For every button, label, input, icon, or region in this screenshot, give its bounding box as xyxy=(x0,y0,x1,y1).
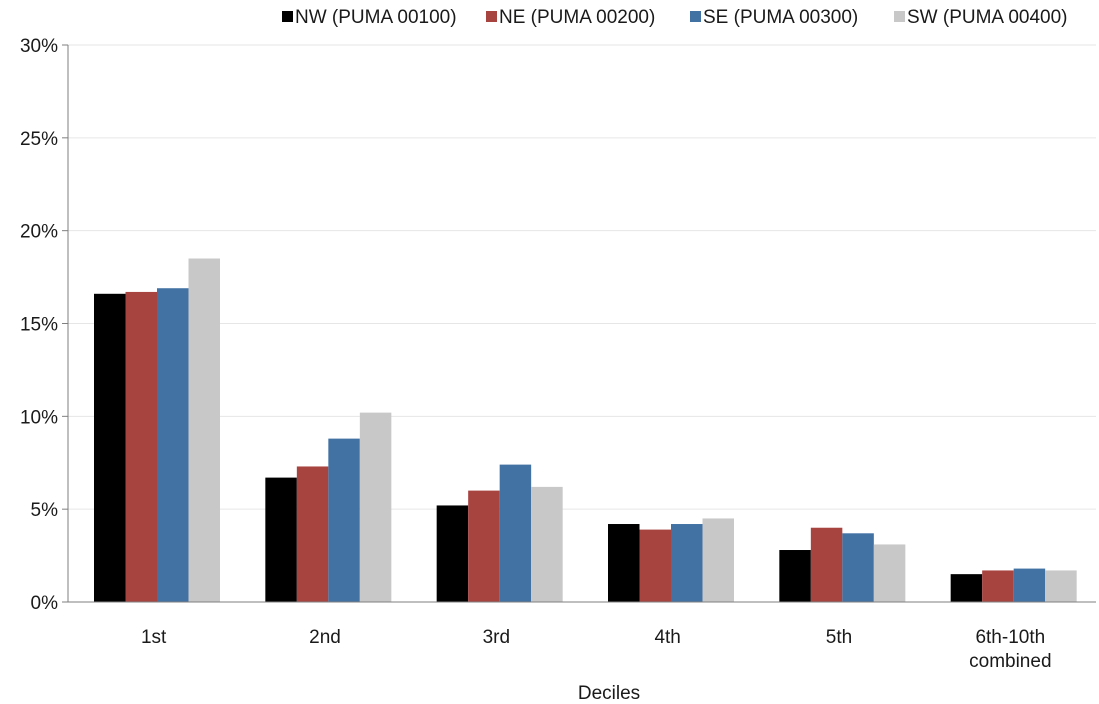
x-category-label: 4th xyxy=(654,627,680,648)
x-category-label: combined xyxy=(969,651,1051,672)
y-tick-label: 0% xyxy=(31,593,59,614)
axes xyxy=(62,44,1096,603)
bar-4-5 xyxy=(873,544,906,602)
bar-4-1 xyxy=(188,258,220,602)
x-category-label: 2nd xyxy=(309,627,341,648)
x-category-label: 5th xyxy=(826,627,852,648)
bar-2-6 xyxy=(982,570,1014,602)
y-axis-tick-labels: 0% 5% 10% 15% 20% 25% 30% xyxy=(20,36,58,614)
y-tick-label: 15% xyxy=(20,315,58,336)
bar-3-1 xyxy=(157,288,189,602)
y-tick-label: 20% xyxy=(20,222,58,243)
legend-label: SW (PUMA 00400) xyxy=(907,7,1068,28)
bar-1-5 xyxy=(779,550,811,602)
bar-3-3 xyxy=(499,464,532,602)
y-tick-label: 5% xyxy=(31,500,59,521)
bars xyxy=(94,258,1077,602)
legend-label: NW (PUMA 00100) xyxy=(295,7,457,28)
legend: NW (PUMA 00100) NE (PUMA 00200) SE (PUMA 0… xyxy=(282,7,1068,28)
y-tick-label: 30% xyxy=(20,36,58,57)
bar-1-3 xyxy=(436,505,469,602)
bar-1-2 xyxy=(265,477,297,602)
y-tick-label: 25% xyxy=(20,129,58,150)
legend-swatch xyxy=(894,11,905,22)
bar-4-6 xyxy=(1045,570,1077,602)
y-tick-label: 10% xyxy=(20,407,58,428)
bar-2-1 xyxy=(125,291,157,602)
legend-swatch xyxy=(690,11,701,22)
bar-2-2 xyxy=(296,466,329,602)
x-axis-title: Deciles xyxy=(578,683,640,704)
bar-3-4 xyxy=(671,524,703,602)
legend-swatch xyxy=(282,11,293,22)
bar-1-4 xyxy=(608,524,640,602)
legend-label: NE (PUMA 00200) xyxy=(499,7,655,28)
x-axis-category-labels: 1st 2nd 3rd 4th 5th 6th-10th combined xyxy=(141,627,1052,672)
bar-1-1 xyxy=(94,293,126,602)
legend-swatch xyxy=(486,11,497,22)
bar-4-3 xyxy=(531,486,563,602)
bar-2-4 xyxy=(639,529,671,602)
bar-1-6 xyxy=(950,574,983,602)
bar-4-4 xyxy=(702,518,734,602)
x-category-label: 1st xyxy=(141,627,167,648)
bar-3-6 xyxy=(1013,568,1046,602)
gridlines xyxy=(68,44,1096,510)
x-category-label: 6th-10th xyxy=(975,627,1045,648)
bar-3-5 xyxy=(842,533,874,602)
legend-label: SE (PUMA 00300) xyxy=(703,7,858,28)
bar-4-2 xyxy=(359,412,392,602)
bar-2-3 xyxy=(468,490,500,602)
x-category-label: 3rd xyxy=(483,627,510,648)
bar-3-2 xyxy=(328,438,360,602)
bar-2-5 xyxy=(810,527,843,602)
